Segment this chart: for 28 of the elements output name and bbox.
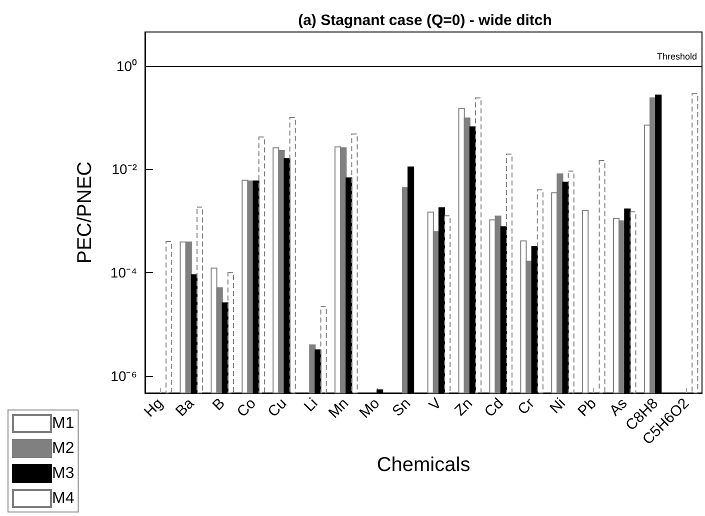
legend-label: M1 <box>52 415 74 432</box>
x-tick-label: B <box>209 394 228 414</box>
x-tick-label: As <box>606 394 631 420</box>
x-tick-label: Li <box>300 394 322 416</box>
x-tick-label: Hg <box>140 394 166 421</box>
x-tick-label: V <box>426 394 445 414</box>
legend-label: M3 <box>52 465 74 482</box>
x-tick-label: Mn <box>325 394 352 422</box>
y-tick-label: 10⁻⁶ <box>110 368 137 384</box>
x-tick-label: Cr <box>514 394 538 418</box>
x-tick-label: Pb <box>574 394 600 420</box>
y-tick-label: 10⁻⁴ <box>110 264 137 281</box>
y-tick-label: 10⁰ <box>116 58 137 74</box>
chart-title: (a) Stagnant case (Q=0) - wide ditch <box>298 12 552 29</box>
x-axis-title: Chemicals <box>376 454 470 476</box>
x-tick-label: Sn <box>389 394 414 420</box>
ref-line-label: Threshold <box>656 51 697 62</box>
legend-label: M4 <box>52 490 74 507</box>
x-tick-label: Cd <box>481 394 507 421</box>
x-tick-label: Zn <box>452 394 476 420</box>
x-tick-label: Mo <box>356 394 384 422</box>
x-tick-label: Ni <box>546 394 569 418</box>
y-tick-label: 10⁻² <box>112 161 138 178</box>
x-tick-label: Cu <box>264 394 290 421</box>
legend-label: M2 <box>52 440 74 457</box>
x-tick-label: Co <box>234 394 260 421</box>
y-axis-title: PEC/PNEC <box>74 161 96 264</box>
x-tick-label: Ba <box>172 394 198 420</box>
